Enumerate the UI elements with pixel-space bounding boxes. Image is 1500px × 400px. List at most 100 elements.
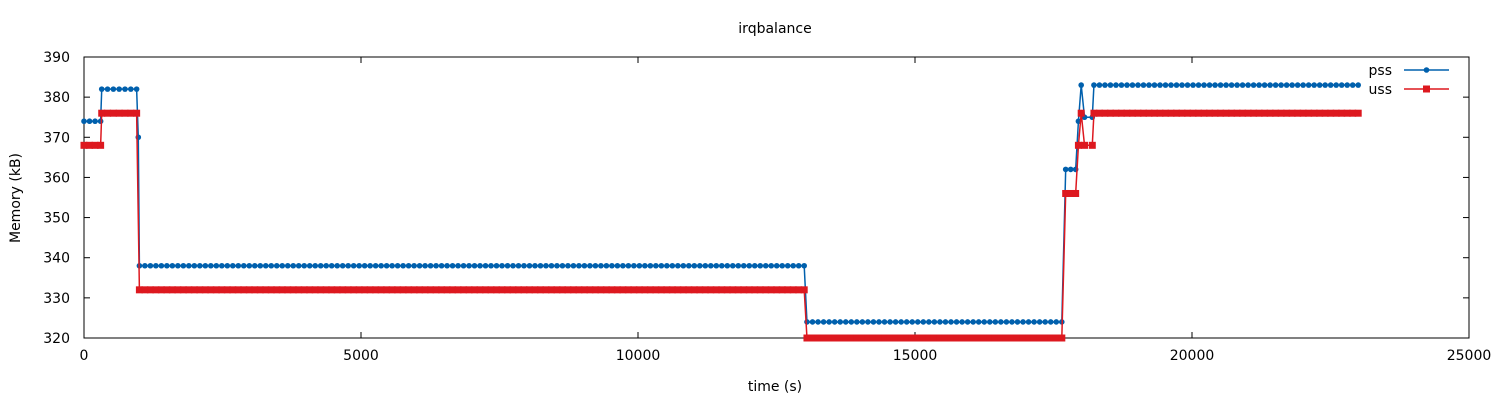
data-point-pss [202, 262, 209, 269]
data-point-pss [515, 262, 522, 269]
data-point-uss [1077, 109, 1085, 117]
y-tick-label: 370 [43, 130, 70, 146]
data-point-uss [1002, 334, 1010, 342]
data-point-uss [869, 334, 877, 342]
data-point-pss [191, 262, 198, 269]
data-point-pss [1261, 82, 1268, 88]
data-point-uss [328, 286, 336, 294]
data-point-pss [1250, 82, 1257, 88]
data-point-pss [876, 319, 882, 325]
data-point-uss [569, 286, 577, 294]
data-point-pss [186, 262, 192, 269]
data-point-pss [86, 118, 93, 125]
data-point-pss [892, 319, 899, 325]
data-point-uss [1239, 109, 1247, 117]
x-tick-label: 5000 [343, 348, 379, 364]
data-point-pss [394, 262, 401, 269]
data-point-uss [941, 334, 949, 342]
data-point-uss [201, 286, 209, 294]
data-point-uss [767, 286, 775, 294]
data-point-uss [679, 286, 687, 294]
data-point-pss [757, 262, 764, 269]
data-point-uss [745, 286, 753, 294]
data-point-pss [790, 262, 797, 269]
data-point-pss [1025, 319, 1032, 325]
data-point-uss [729, 286, 737, 294]
data-point-uss [756, 286, 764, 294]
data-point-pss [257, 262, 264, 269]
data-point-uss [1081, 141, 1089, 149]
data-point-uss [624, 286, 632, 294]
data-point-pss [268, 262, 275, 269]
data-point-uss [789, 286, 797, 294]
data-point-pss [208, 262, 214, 269]
data-point-uss [1310, 109, 1318, 117]
data-point-pss [312, 262, 319, 269]
data-point-pss [284, 262, 291, 269]
data-point-pss [400, 262, 406, 269]
data-point-pss [746, 262, 753, 269]
data-point-uss [273, 286, 281, 294]
data-point-pss [565, 262, 571, 269]
data-point-uss [515, 286, 523, 294]
data-point-uss [784, 286, 792, 294]
data-point-uss [234, 286, 242, 294]
data-point-uss [1151, 109, 1159, 117]
data-point-pss [158, 262, 165, 269]
data-point-uss [256, 286, 264, 294]
data-point-uss [179, 286, 187, 294]
data-point-uss [251, 286, 259, 294]
data-point-pss [1327, 82, 1334, 88]
data-point-pss [97, 118, 104, 125]
data-point-pss [246, 262, 253, 269]
data-point-uss [1261, 109, 1269, 117]
data-point-pss [219, 262, 225, 269]
data-point-uss [146, 286, 154, 294]
y-tick-label: 360 [43, 170, 70, 186]
data-point-uss [350, 286, 358, 294]
data-point-pss [680, 262, 687, 269]
data-point-uss [185, 286, 193, 294]
data-point-pss [554, 262, 560, 269]
data-point-pss [350, 262, 357, 269]
data-point-uss [608, 286, 616, 294]
plot-frame [83, 56, 1470, 339]
data-point-uss [196, 286, 204, 294]
data-point-pss [642, 262, 648, 269]
data-point-pss [180, 262, 187, 269]
data-point-uss [493, 286, 501, 294]
data-point-uss [121, 109, 129, 117]
data-point-pss [609, 262, 615, 269]
data-point-pss [499, 262, 505, 269]
data-point-pss [751, 262, 758, 269]
data-point-pss [532, 262, 538, 269]
data-point-uss [814, 334, 822, 342]
data-point-uss [803, 334, 811, 342]
data-point-uss [751, 286, 759, 294]
data-point-uss [1095, 109, 1103, 117]
legend: pss uss [1369, 63, 1449, 98]
data-point-pss [147, 262, 154, 269]
data-point-pss [768, 262, 775, 269]
data-point-pss [251, 262, 258, 269]
data-point-pss [323, 262, 330, 269]
data-point-uss [361, 286, 369, 294]
data-point-uss [1211, 109, 1219, 117]
data-point-uss [969, 334, 977, 342]
data-point-uss [1019, 334, 1027, 342]
data-point-pss [378, 262, 384, 269]
data-point-pss [356, 262, 362, 269]
data-point-pss [837, 319, 844, 325]
data-point-uss [991, 334, 999, 342]
data-point-pss [537, 262, 544, 269]
data-point-uss [964, 334, 972, 342]
data-point-pss [510, 262, 516, 269]
data-point-uss [1036, 334, 1044, 342]
y-tick-label: 350 [43, 211, 70, 227]
data-point-uss [1272, 109, 1280, 117]
data-point-pss [460, 262, 467, 269]
data-point-pss [482, 262, 489, 269]
data-point-uss [558, 286, 566, 294]
data-point-uss [630, 286, 638, 294]
